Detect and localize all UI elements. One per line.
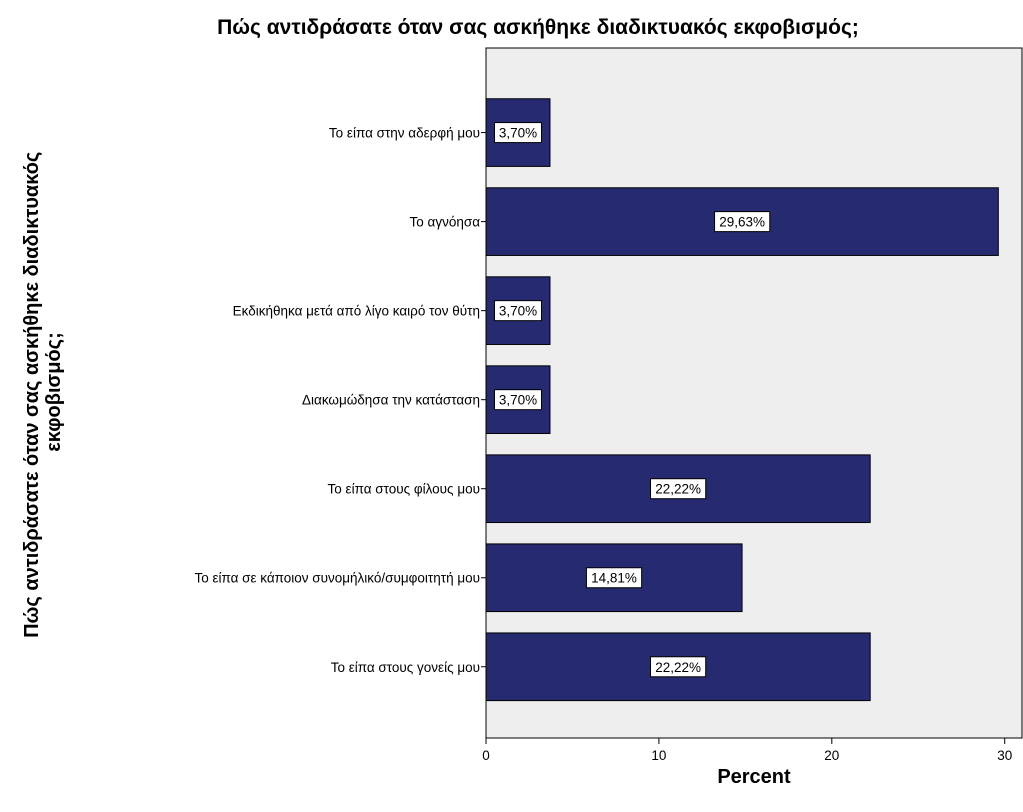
data-label: 22,22% [655,660,701,675]
x-axis-title: Percent [717,766,791,788]
x-tick-label: 20 [824,748,839,763]
category-label: Το είπα στην αδερφή μου [329,126,480,141]
category-label: Το αγνόησα [410,215,481,230]
data-label: 14,81% [591,571,637,586]
data-label: 29,63% [719,215,765,230]
bars: 3,70% 29,63% 3,70% 3,70% 22,22% 14,81% 22,22% [485,98,999,702]
x-tick-label: 30 [997,748,1012,763]
data-label: 3,70% [499,393,537,408]
y-axis-title: Πώς αντιδράσατε όταν σας ασκήθηκε διαδικ… [21,146,65,638]
category-label: Το είπα σε κάποιον συνομήλικό/συμφοιτητή… [194,571,480,586]
y-axis-title-line-1: Πώς αντιδράσατε όταν σας ασκήθηκε διαδικ… [21,152,43,638]
data-label-box [493,300,542,322]
data-label-box [649,478,707,500]
category-label: Το είπα στους φίλους μου [328,482,480,497]
x-tick-label: 10 [651,748,666,763]
category-label: Διακωμώδησα την κατάσταση [302,393,480,408]
data-label-box [714,211,771,233]
plot-area [485,47,1023,739]
y-axis-title-line-2: εκφοβισμός; [43,332,65,451]
data-label: 3,70% [499,126,537,141]
data-label: 3,70% [499,304,537,319]
category-label: Το είπα στους γονείς μου [331,660,480,675]
data-label-box [585,567,643,589]
x-axis-ticks: 0 10 20 30 [482,738,1012,763]
data-label-box [493,389,542,411]
x-tick-label: 0 [482,748,490,763]
chart-title: Πώς αντιδράσατε όταν σας ασκήθηκε διαδικ… [217,16,859,39]
data-label: 22,22% [655,482,701,497]
data-label-box [493,122,542,144]
category-labels: Το είπα στην αδερφή μου Το αγνόησα Εκδικήθ… [194,126,486,675]
data-label-box [649,656,707,678]
category-label: Εκδικήθηκα μετά από λίγο καιρό τον θύτη [233,304,480,319]
